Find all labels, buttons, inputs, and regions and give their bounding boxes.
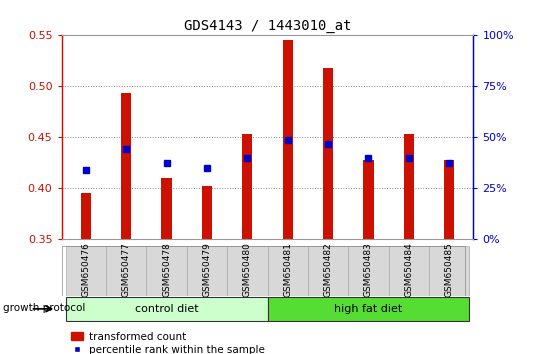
Bar (187, 246, 227, 296)
Text: GSM650480: GSM650480 (243, 242, 252, 297)
Text: GSM650485: GSM650485 (445, 242, 454, 297)
Bar (121, 93, 131, 239)
Text: growth protocol: growth protocol (3, 303, 85, 313)
Text: high fat diet: high fat diet (334, 304, 403, 314)
Bar (162, 178, 172, 239)
Title: GDS4143 / 1443010_at: GDS4143 / 1443010_at (184, 19, 351, 33)
Bar (404, 134, 414, 239)
Bar (202, 186, 212, 239)
Bar (106, 246, 147, 296)
Bar (308, 246, 348, 296)
Bar (444, 160, 454, 239)
Bar (66, 297, 268, 321)
Bar (348, 246, 388, 296)
Bar (66, 246, 106, 296)
Text: GSM650477: GSM650477 (121, 242, 131, 297)
Bar (323, 68, 333, 239)
Bar (227, 246, 268, 296)
Text: control diet: control diet (135, 304, 198, 314)
Text: GSM650481: GSM650481 (283, 242, 292, 297)
Bar (147, 246, 187, 296)
Bar (242, 134, 253, 239)
Bar (268, 297, 469, 321)
Bar (388, 246, 429, 296)
Bar (268, 246, 308, 296)
Text: GSM650483: GSM650483 (364, 242, 373, 297)
Text: GSM650476: GSM650476 (81, 242, 90, 297)
Text: GSM650478: GSM650478 (162, 242, 171, 297)
Bar (81, 193, 91, 239)
Bar (282, 40, 293, 239)
Bar (429, 246, 469, 296)
Text: GSM650479: GSM650479 (202, 242, 211, 297)
Text: GSM650484: GSM650484 (404, 242, 414, 297)
Text: GSM650482: GSM650482 (324, 242, 333, 297)
Legend: transformed count, percentile rank within the sample: transformed count, percentile rank withi… (67, 327, 269, 354)
Bar (363, 160, 373, 239)
